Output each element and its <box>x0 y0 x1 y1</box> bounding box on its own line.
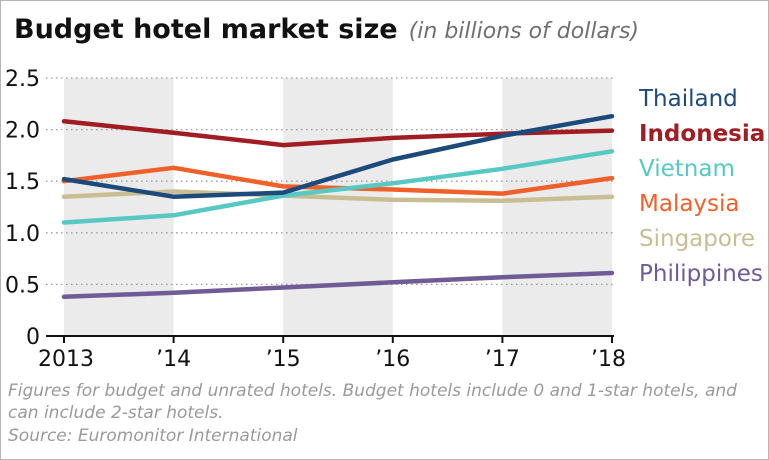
x-tick-label: 2013 <box>38 347 94 372</box>
legend-entry-malaysia: Malaysia <box>639 191 740 217</box>
x-tick-label: ’18 <box>591 347 626 372</box>
legend-entry-thailand: Thailand <box>638 86 738 112</box>
line-chart: 0 0.5 1.0 1.5 2.0 2.5 2013 ’14 ’15 ’16 ’17 ’18 Thai… <box>5 67 765 372</box>
legend-entry-indonesia: Indonesia <box>639 121 765 147</box>
x-tick-label: ’16 <box>375 347 410 372</box>
y-tick-label: 2.0 <box>5 119 40 144</box>
legend: Thailand Indonesia Vietnam Malaysia Singapor… <box>638 86 765 287</box>
y-tick-label: 0.5 <box>5 273 40 298</box>
legend-entry-singapore: Singapore <box>639 226 755 252</box>
legend-entry-philippines: Philippines <box>639 261 763 287</box>
chart-subtitle: (in billions of dollars) <box>408 19 640 44</box>
column-bands <box>64 78 612 336</box>
source-note: Source: Euromonitor International <box>8 426 298 446</box>
series-line-vietnam <box>61 149 615 225</box>
y-tick-label: 1.0 <box>5 222 40 247</box>
legend-entry-vietnam: Vietnam <box>639 156 735 182</box>
y-tick-label: 1.5 <box>5 170 40 195</box>
series-line-philippines <box>61 270 615 300</box>
title-row: Budget hotel market size (in billions of… <box>14 14 639 45</box>
y-tick-label: 0 <box>26 325 40 350</box>
y-tick-label: 2.5 <box>5 67 40 92</box>
x-tick-label: ’14 <box>156 347 191 372</box>
x-tick-label: ’15 <box>266 347 301 372</box>
chart-title: Budget hotel market size <box>14 14 398 45</box>
series-lines <box>61 113 615 300</box>
axes: 0 0.5 1.0 1.5 2.0 2.5 2013 ’14 ’15 ’16 ’17 ’18 <box>5 67 626 372</box>
shaded-band <box>283 78 393 336</box>
series-line-thailand <box>61 113 615 199</box>
x-tick-label: ’17 <box>485 347 520 372</box>
footnote: Figures for budget and unrated hotels. B… <box>8 381 737 423</box>
shaded-band <box>502 78 612 336</box>
